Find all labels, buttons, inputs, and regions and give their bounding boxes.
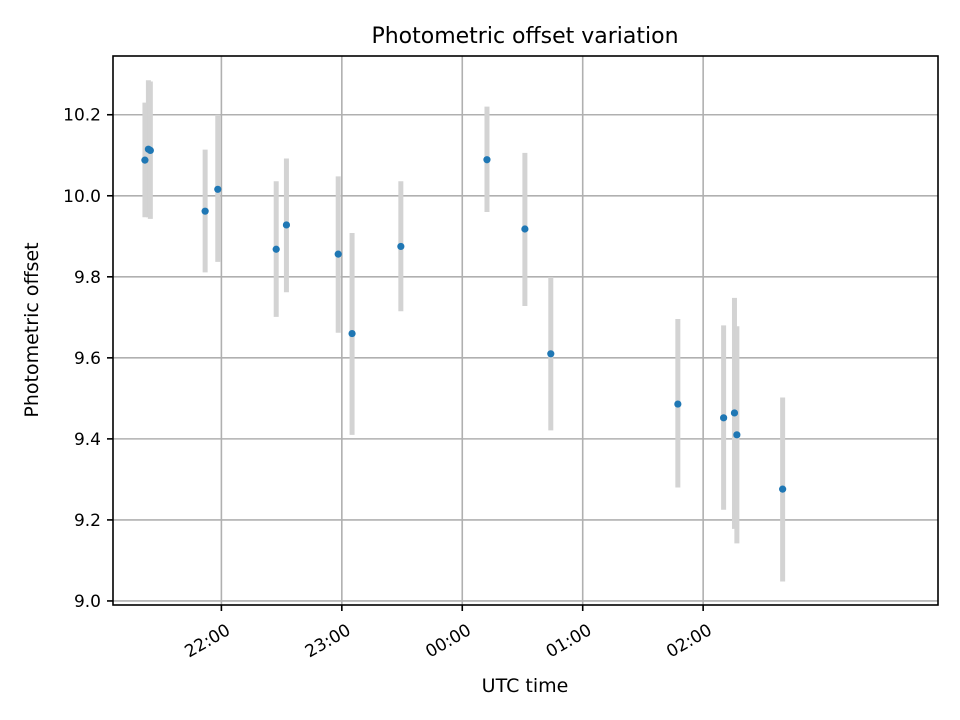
y-tick-label: 10.2 <box>63 106 101 126</box>
data-point <box>521 225 529 233</box>
grid-layer <box>113 56 938 605</box>
y-tick-label: 9.0 <box>74 592 101 612</box>
data-point <box>146 146 154 155</box>
data-point <box>334 250 342 258</box>
point-layer <box>141 145 787 493</box>
data-point <box>674 400 682 408</box>
data-point <box>348 329 356 338</box>
y-tick-label: 9.6 <box>74 349 101 369</box>
y-tick-label: 9.4 <box>74 430 101 450</box>
y-tick-label: 9.2 <box>74 511 101 531</box>
data-point <box>214 185 222 193</box>
chart-title: Photometric offset variation <box>371 24 678 49</box>
y-tick-label: 9.8 <box>74 268 101 288</box>
data-point <box>547 350 555 358</box>
data-point <box>141 156 149 164</box>
data-point <box>779 485 787 493</box>
data-point <box>483 156 491 164</box>
data-point <box>730 409 739 417</box>
y-axis-label: Photometric offset <box>21 242 43 417</box>
data-point <box>720 414 728 422</box>
plot-frame <box>112 55 939 606</box>
data-point <box>272 245 280 253</box>
data-point <box>282 221 291 229</box>
data-point <box>397 242 405 251</box>
data-point <box>201 207 209 215</box>
y-tick-label: 10.0 <box>63 187 101 207</box>
data-point <box>733 431 741 439</box>
x-axis-label: UTC time <box>482 675 569 697</box>
